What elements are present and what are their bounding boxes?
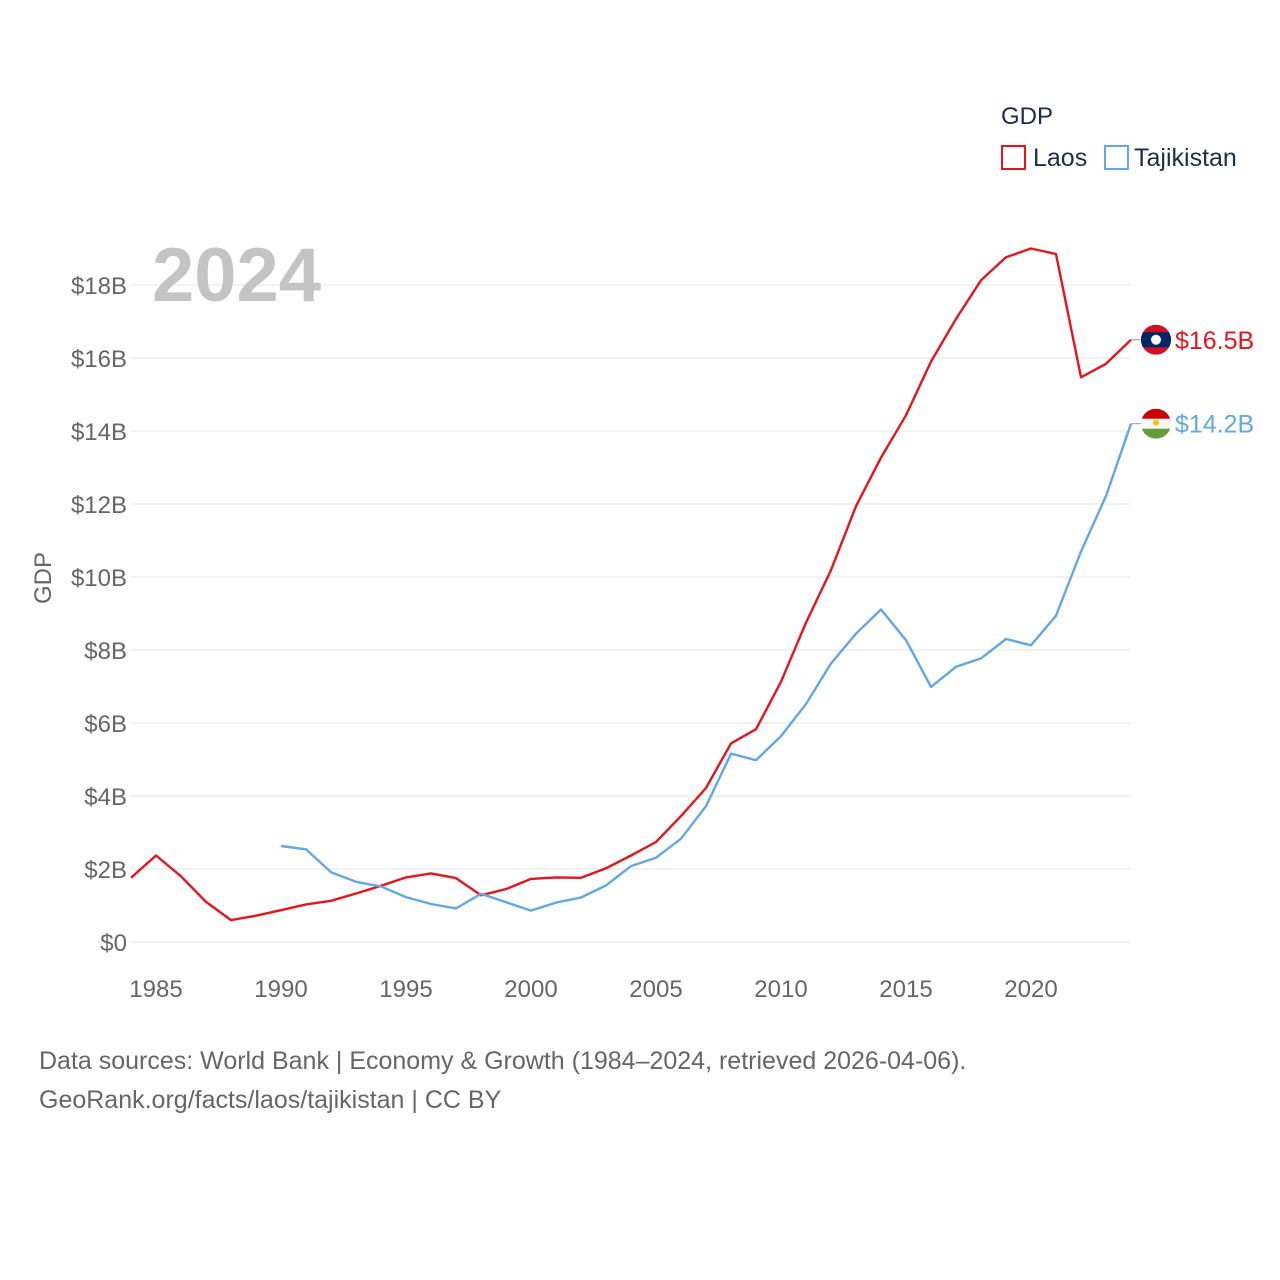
- legend: GDP Laos Tajikistan: [1001, 103, 1237, 172]
- end-value-label-tajikistan: $14.2B: [1175, 411, 1254, 439]
- x-tick-label: 2010: [754, 976, 807, 1003]
- source-link[interactable]: GeoRank.org/facts/laos/tajikistan | CC B…: [39, 1086, 502, 1114]
- x-tick-label: 2015: [879, 976, 932, 1003]
- x-tick-label: 1985: [129, 976, 182, 1003]
- legend-swatch-tajikistan[interactable]: [1104, 145, 1129, 170]
- series-line-tajikistan[interactable]: [280, 423, 1133, 912]
- laos-flag-icon: [1141, 324, 1171, 355]
- y-tick-label: $12B: [71, 492, 127, 519]
- tajikistan-flag-icon: [1141, 408, 1171, 439]
- x-tick-label: 1990: [254, 976, 307, 1003]
- y-tick-label: $10B: [71, 565, 127, 592]
- end-labels: $16.5B $14.2B: [1131, 324, 1254, 439]
- x-tick-label: 2020: [1004, 976, 1057, 1003]
- legend-label-tajikistan[interactable]: Tajikistan: [1134, 144, 1237, 172]
- x-tick-label: 2005: [629, 976, 682, 1003]
- legend-title: GDP: [1001, 103, 1053, 130]
- y-tick-label: $6B: [84, 711, 127, 738]
- grid-lines: [131, 284, 1131, 943]
- y-axis: $0 $2B $4B $6B $8B $10B $12B $14B $16B $18B: [71, 273, 127, 957]
- end-value-label-laos: $16.5B: [1175, 327, 1254, 355]
- y-tick-label: $14B: [71, 419, 127, 446]
- x-axis: 1985 1990 1995 2000 2005 2010 2015 2020: [129, 976, 1057, 1003]
- series-line-laos[interactable]: [130, 247, 1132, 922]
- x-tick-label: 1995: [379, 976, 432, 1003]
- y-tick-label: $16B: [71, 346, 127, 373]
- x-tick-label: 2000: [504, 976, 557, 1003]
- series-lines: [130, 247, 1133, 922]
- year-watermark: 2024: [152, 233, 321, 318]
- y-tick-label: $18B: [71, 273, 127, 300]
- y-tick-label: $8B: [84, 638, 127, 665]
- legend-label-laos[interactable]: Laos: [1033, 144, 1087, 172]
- y-axis-title: GDP: [30, 552, 57, 604]
- source-line-1: Data sources: World Bank | Economy & Gro…: [39, 1047, 966, 1075]
- legend-swatch-laos[interactable]: [1001, 145, 1026, 170]
- y-tick-label: $4B: [84, 784, 127, 811]
- y-tick-label: $2B: [84, 857, 127, 884]
- y-tick-label: $0: [100, 930, 127, 957]
